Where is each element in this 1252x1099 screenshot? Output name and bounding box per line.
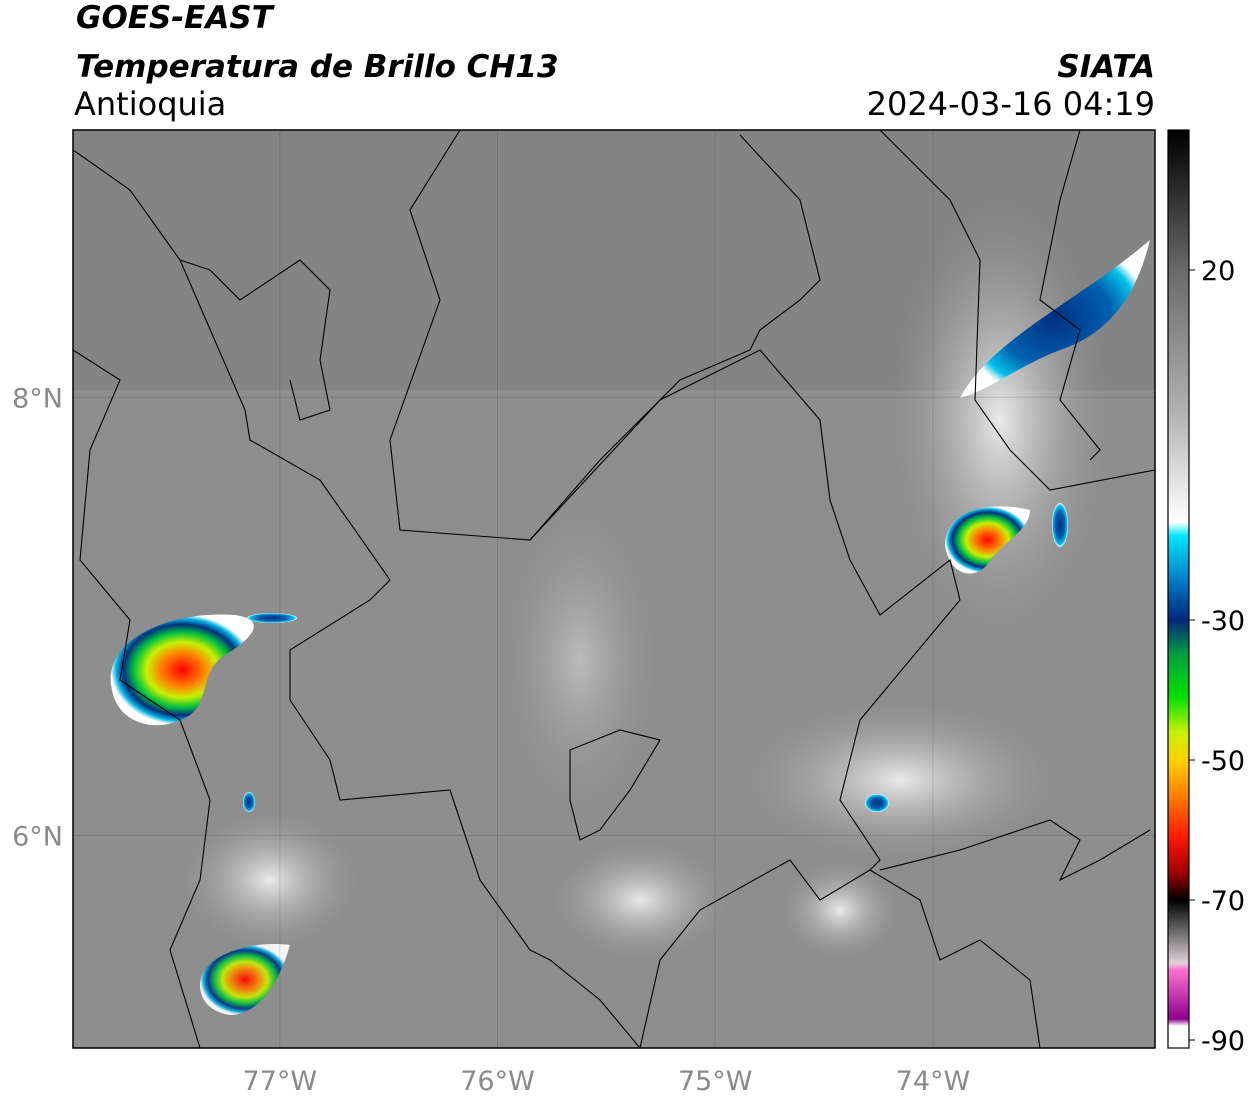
colorbar-tick-label: -90 (1201, 1026, 1245, 1057)
storm-cell (247, 613, 297, 623)
storm-cell (865, 794, 889, 812)
boundary (529, 349, 961, 1048)
storm-cell (945, 506, 1030, 574)
datetime: 2024-03-16 04:19 (867, 85, 1155, 123)
colorbar-tick-label: 20 (1201, 256, 1235, 287)
x-tick-label: 77°W (243, 1066, 318, 1097)
source: SIATA (1057, 49, 1155, 85)
boundary (879, 130, 1155, 491)
boundary (1039, 130, 1101, 461)
boundary (73, 149, 641, 1048)
storm-cell (200, 944, 290, 1015)
boundary (869, 869, 1041, 1048)
storm-cell (960, 240, 1150, 398)
boundary (389, 130, 821, 541)
x-tick-label: 76°W (460, 1066, 535, 1097)
region: Antioquia (74, 85, 226, 123)
x-tick-label: 74°W (896, 1066, 971, 1097)
colorbar-tick-label: -70 (1201, 886, 1245, 917)
x-tick-label: 75°W (678, 1066, 753, 1097)
map-frame (72, 129, 1156, 1049)
boundary (569, 729, 661, 841)
y-tick-label: 8°N (12, 383, 63, 414)
map (73, 130, 1155, 1048)
storm-cell (243, 792, 255, 812)
subtitle: Temperatura de Brillo CH13 (76, 49, 559, 85)
coastline (179, 259, 331, 421)
colorbar-tick-label: -50 (1201, 746, 1245, 777)
cloud (890, 200, 1110, 640)
colorbar (1168, 130, 1189, 1040)
y-tick-label: 6°N (12, 821, 63, 852)
cloud (550, 840, 730, 960)
storm-cell (1052, 503, 1068, 547)
colorbar-frame (1167, 129, 1190, 1049)
cloud (500, 500, 660, 820)
cloud (180, 810, 360, 950)
cloud (780, 860, 900, 960)
boundary (879, 819, 1151, 882)
colorbar-tick-label: -30 (1201, 606, 1245, 637)
title: GOES-EAST (76, 0, 276, 36)
coastline (73, 349, 211, 1048)
cloud (740, 700, 1060, 860)
